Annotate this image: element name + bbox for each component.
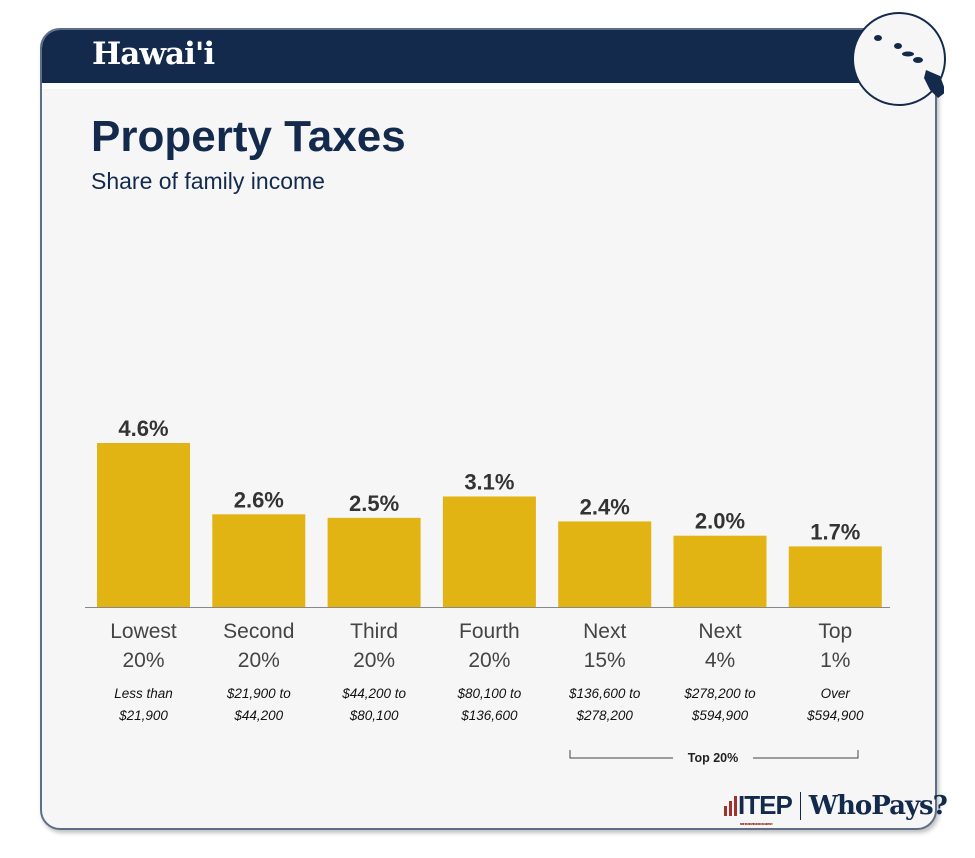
chart-subtitle: Share of family income (91, 168, 325, 194)
category-label: 1% (820, 649, 850, 672)
income-range-label: $136,600 (460, 708, 518, 723)
chart-title: Property Taxes (91, 112, 406, 161)
income-range-label: $278,200 to (683, 686, 756, 701)
category-label: Next (698, 620, 741, 643)
category-label: 4% (705, 649, 735, 672)
header-divider (42, 83, 935, 89)
top-20-bracket (569, 750, 859, 759)
bar (442, 496, 536, 607)
income-range-label: $44,200 to (341, 686, 406, 701)
category-label: 20% (238, 649, 280, 672)
income-range-label: $80,100 (349, 708, 399, 723)
category-label: Fourth (459, 620, 520, 643)
bar (97, 443, 190, 607)
hawaii-map-icon (852, 12, 946, 106)
itep-logo: ITEP INSTITUTE ON TAXATION AND ECONOMIC P… (738, 790, 793, 826)
category-label: Top (818, 620, 852, 643)
income-range-label: $594,900 (691, 708, 749, 723)
income-range-label: $278,200 (576, 708, 634, 723)
bar (212, 514, 306, 607)
category-label: 20% (353, 649, 395, 672)
bar (788, 546, 882, 607)
category-label: Second (223, 620, 294, 643)
category-label: 15% (584, 649, 626, 672)
data-label: 2.4% (580, 494, 630, 519)
top-20-label: Top 20% (688, 751, 738, 765)
header-bar: Hawai'i (42, 30, 935, 83)
income-range-label: $136,600 to (568, 686, 641, 701)
logo-divider (799, 791, 801, 820)
itep-bars-icon (724, 795, 737, 816)
logo: ITEP INSTITUTE ON TAXATION AND ECONOMIC P… (724, 790, 948, 826)
bar (673, 535, 767, 607)
income-range-label: Over (821, 686, 851, 701)
data-label: 2.0% (695, 509, 745, 534)
data-label: 3.1% (464, 469, 514, 494)
income-range-label: $44,200 (233, 708, 283, 723)
category-label: 20% (468, 649, 510, 672)
whopays-logo: WhoPays? (808, 790, 948, 821)
category-label: Third (350, 620, 398, 643)
income-range-label: $21,900 to (226, 686, 291, 701)
income-range-label: $594,900 (806, 708, 864, 723)
income-range-label: $80,100 to (456, 686, 521, 701)
category-label: Next (583, 620, 626, 643)
state-name: Hawai'i (92, 36, 215, 72)
data-label: 1.7% (810, 519, 860, 544)
category-label: Lowest (110, 620, 177, 643)
bar (327, 517, 421, 607)
income-range-label: Less than (114, 686, 173, 701)
chart-card: Hawai'i (40, 28, 937, 830)
data-label: 4.6% (118, 416, 168, 441)
itep-subtext: INSTITUTE ON TAXATION AND ECONOMIC POLIC… (740, 822, 773, 826)
bar (558, 521, 652, 607)
income-range-label: $21,900 (118, 708, 168, 723)
data-label: 2.5% (349, 491, 399, 516)
category-label: 20% (122, 649, 164, 672)
data-label: 2.6% (234, 487, 284, 512)
itep-text: ITEP (738, 790, 793, 820)
